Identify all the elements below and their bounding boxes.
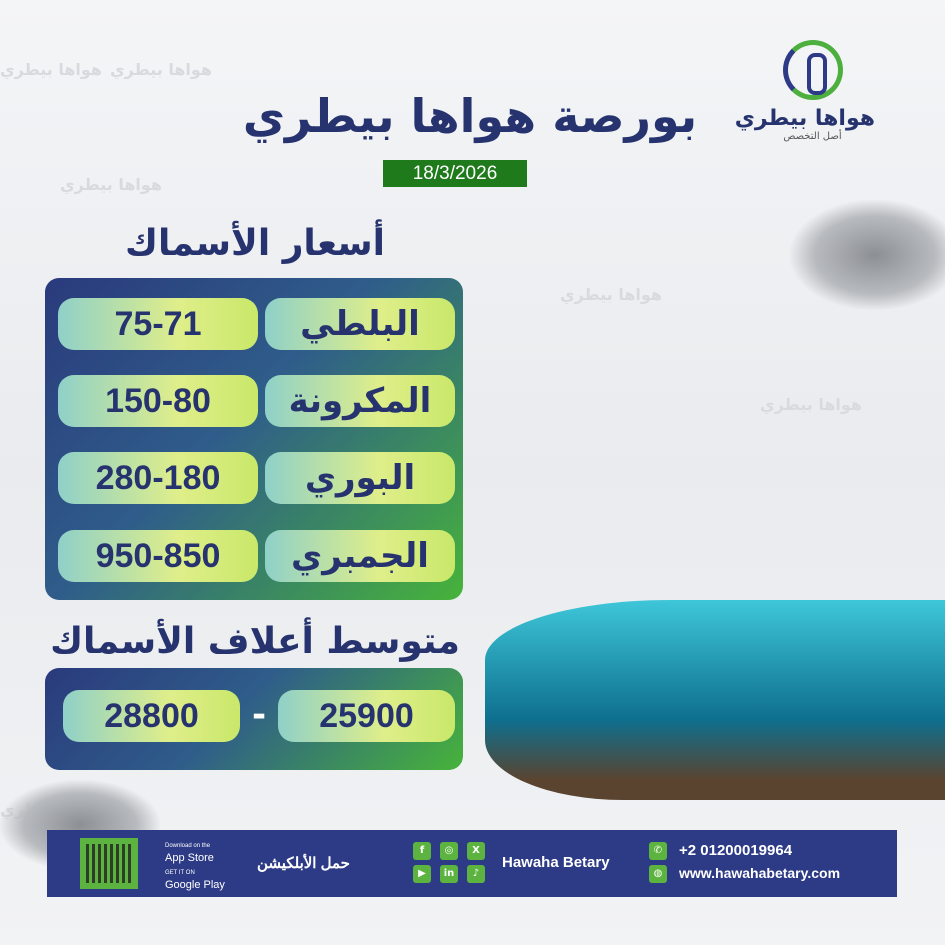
instagram-icon[interactable]: ◎ <box>440 842 458 860</box>
download-app-label: حمل الأبلكيشن <box>257 855 350 872</box>
logo-mark-icon <box>782 40 843 100</box>
watermark: هواها بيطري <box>60 175 163 194</box>
fish-prices-heading: أسعار الأسماك <box>124 223 386 264</box>
youtube-icon[interactable]: ▶ <box>413 865 431 883</box>
whatsapp-icon: ✆ <box>649 842 667 860</box>
brand-logo: هواها بيطري أصل التخصص <box>734 40 875 160</box>
fish-price: 280-180 <box>58 452 258 504</box>
website-link[interactable]: www.hawahabetary.com <box>679 865 841 881</box>
logo-tagline: أصل التخصص <box>783 131 842 142</box>
fish-price: 75-71 <box>58 298 258 350</box>
fish-water-illustration <box>485 560 945 810</box>
linkedin-icon[interactable]: in <box>440 865 458 883</box>
date-badge: 18/3/2026 <box>383 160 527 187</box>
feed-low-price: 25900 <box>278 690 455 742</box>
watermark: هواها بيطري <box>760 395 863 414</box>
watermark: هواها بيطري <box>0 60 103 79</box>
cloud-decoration <box>790 200 945 310</box>
fish-name: البوري <box>265 452 455 504</box>
facebook-icon[interactable]: f <box>413 842 431 860</box>
page-title: بورصة هواها بيطري <box>242 89 698 143</box>
fish-price: 150-80 <box>58 375 258 427</box>
app-store-button[interactable]: Download on the App Store <box>165 843 214 864</box>
fish-price: 950-850 <box>58 530 258 582</box>
social-name: Hawaha Betary <box>502 854 610 871</box>
phone-number[interactable]: +2 01200019964 <box>679 842 793 859</box>
feed-heading: متوسط أعلاف الأسماك <box>50 621 460 662</box>
logo-name: هواها بيطري <box>734 106 875 131</box>
x-icon[interactable]: X <box>467 842 485 860</box>
fish-name: البلطي <box>265 298 455 350</box>
feed-high-price: 28800 <box>63 690 240 742</box>
fish-name: المكرونة <box>265 375 455 427</box>
watermark: هواها بيطري <box>110 60 213 79</box>
footer: Download on the App Store GET IT ON Google… <box>47 830 897 897</box>
fish-name: الجمبري <box>265 530 455 582</box>
tiktok-icon[interactable]: ♪ <box>467 865 485 883</box>
watermark: هواها بيطري <box>560 285 663 304</box>
feed-separator: - <box>251 695 267 735</box>
google-play-button[interactable]: GET IT ON Google Play <box>165 870 225 891</box>
globe-icon: ◍ <box>649 865 667 883</box>
qr-code[interactable] <box>80 838 138 889</box>
